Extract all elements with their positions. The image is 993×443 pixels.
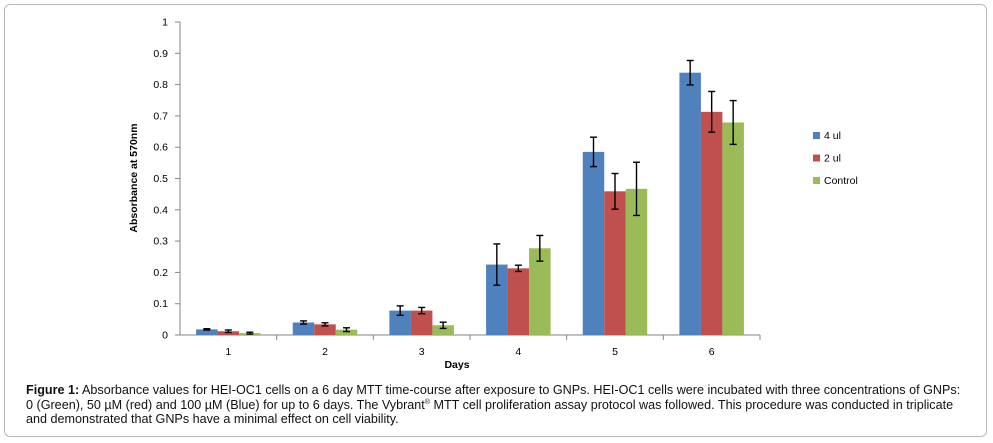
figure-caption: Figure 1: Absorbance values for HEI-OC1 … bbox=[26, 383, 966, 427]
bar-2-ul bbox=[604, 191, 626, 335]
bar-control bbox=[432, 325, 454, 335]
error-bar bbox=[611, 172, 619, 210]
x-tick-label: 6 bbox=[709, 346, 715, 358]
y-tick-label: 0.1 bbox=[153, 298, 168, 310]
x-axis-label: Days bbox=[444, 359, 469, 371]
y-axis-label: Absorbance at 570nm bbox=[128, 123, 140, 232]
error-bar bbox=[396, 305, 404, 316]
legend-label: 2 ul bbox=[824, 153, 841, 165]
error-bars bbox=[203, 59, 737, 335]
bar-2-ul bbox=[507, 268, 530, 335]
legend-label: Control bbox=[824, 175, 858, 187]
bar-4-ul bbox=[679, 72, 701, 336]
error-bar bbox=[590, 136, 597, 168]
x-axis-tick-labels: 1 2 3 4 5 6 bbox=[225, 346, 714, 358]
bar-4-ul bbox=[389, 310, 411, 335]
bar-control bbox=[722, 122, 744, 336]
error-bar bbox=[514, 264, 522, 273]
caption-text-continued: MTT cell proliferation assay protocol wa… bbox=[26, 397, 954, 427]
error-bar bbox=[203, 328, 211, 331]
y-tick-label: 0.7 bbox=[153, 110, 168, 122]
legend-item: 2 ul bbox=[813, 153, 841, 165]
x-tick-label: 5 bbox=[612, 346, 618, 358]
y-tick-label: 0.9 bbox=[153, 48, 168, 60]
x-tick-label: 3 bbox=[419, 346, 425, 358]
error-bar bbox=[439, 321, 447, 330]
error-bar bbox=[300, 320, 307, 325]
bar-4-ul bbox=[196, 329, 218, 335]
bar-2-ul bbox=[700, 111, 723, 336]
x-tick-label: 2 bbox=[322, 346, 328, 358]
legend-swatch bbox=[813, 132, 820, 139]
bar-control bbox=[529, 248, 551, 335]
bar-4-ul bbox=[486, 264, 508, 335]
trademark-symbol: ® bbox=[424, 398, 430, 406]
bar-2-ul bbox=[314, 324, 336, 335]
bar-2-ul bbox=[410, 310, 433, 335]
legend-label: 4 ul bbox=[824, 130, 841, 142]
error-bar bbox=[729, 99, 737, 146]
error-bar bbox=[686, 59, 694, 86]
x-tick-label: 1 bbox=[225, 346, 231, 358]
caption-label: Figure 1: bbox=[26, 383, 80, 397]
y-tick-label: 0.3 bbox=[153, 236, 168, 248]
legend-swatch bbox=[813, 177, 820, 184]
error-bar bbox=[418, 306, 426, 315]
error-bar bbox=[708, 90, 716, 133]
legend-item: 4 ul bbox=[813, 130, 841, 142]
legend-swatch bbox=[813, 154, 820, 162]
y-tick-label: 0.2 bbox=[153, 267, 168, 279]
bars bbox=[196, 72, 744, 336]
error-bar bbox=[246, 331, 254, 335]
figure-frame bbox=[4, 4, 987, 437]
caption-text: Absorbance values for HEI-OC1 cells on a… bbox=[26, 383, 961, 412]
error-bar bbox=[633, 161, 640, 217]
legend: 4 ul 2 ul Control bbox=[813, 130, 858, 187]
y-tick-label: 1 bbox=[162, 17, 168, 29]
chart-axes bbox=[179, 22, 761, 340]
y-tick-label: 0.6 bbox=[153, 142, 168, 154]
y-tick-label: 0.4 bbox=[153, 204, 168, 216]
bar-control bbox=[335, 329, 358, 335]
y-tick-label: 0.5 bbox=[153, 173, 168, 185]
error-bar bbox=[493, 243, 501, 286]
error-bar bbox=[321, 322, 329, 327]
y-axis-ticks: 0 0.1 0.2 0.3 0.4 0.5 0.6 0.7 0.8 0.9 1 bbox=[153, 17, 180, 342]
bar-control bbox=[625, 188, 648, 335]
bar-4-ul bbox=[582, 151, 605, 335]
legend-item: Control bbox=[813, 175, 858, 187]
error-bar bbox=[343, 327, 350, 333]
error-bar bbox=[224, 329, 232, 334]
bar-4-ul bbox=[292, 322, 315, 335]
error-bar bbox=[536, 234, 544, 262]
y-tick-label: 0.8 bbox=[153, 79, 168, 91]
y-tick-label: 0 bbox=[162, 330, 168, 342]
x-tick-label: 4 bbox=[515, 346, 521, 358]
